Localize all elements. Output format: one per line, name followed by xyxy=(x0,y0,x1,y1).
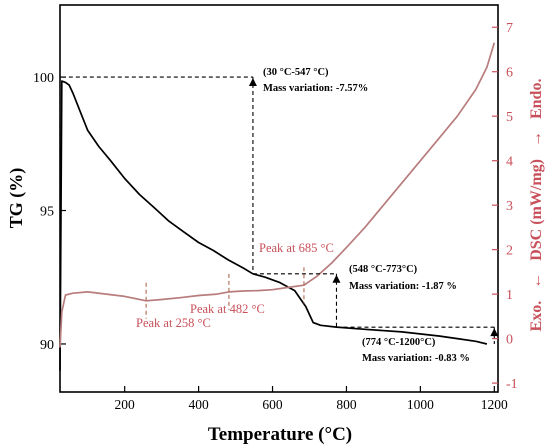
dsc-curve xyxy=(59,42,496,348)
arrow-1 xyxy=(248,78,257,87)
right-axis-endo-label: Endo. xyxy=(528,79,545,119)
x-axis-title: Temperature (°C) xyxy=(208,424,352,445)
right-tick-label--1: -1 xyxy=(506,377,518,392)
annotation-mass-1: Mass variation: -7.57% xyxy=(263,83,368,94)
annotation-range-3: (774 °C-1200°C) xyxy=(362,337,436,348)
right-tick-label-2: 2 xyxy=(506,244,513,259)
x-tick-label-400: 400 xyxy=(188,397,209,412)
peak-label-685: Peak at 685 °C xyxy=(259,241,334,255)
tg-curve xyxy=(59,80,488,371)
right-axis-down-arrow: ← xyxy=(528,273,545,289)
x-tick-label-600: 600 xyxy=(262,397,283,412)
left-tick-label-90: 90 xyxy=(40,338,54,353)
right-tick-label-5: 5 xyxy=(506,110,513,125)
arrow-2 xyxy=(332,274,341,283)
left-tick-label-100: 100 xyxy=(33,71,54,86)
left-tick-label-95: 95 xyxy=(40,205,54,220)
svg-text:Exo. ← DSC (mW/mg): Exo. ← DSC (mW/mg) → Endo. xyxy=(528,79,545,332)
right-tick-label-6: 6 xyxy=(506,66,513,81)
x-tick-label-800: 800 xyxy=(336,397,357,412)
peak-label-482: Peak at 482 °C xyxy=(190,302,265,316)
annotation-mass-3: Mass variation: -0.83 % xyxy=(362,353,470,364)
annotation-range-1: (30 °C-547 °C) xyxy=(263,67,329,78)
right-axis-dsc-label: DSC (mW/mg) xyxy=(528,159,545,261)
right-tick-label-4: 4 xyxy=(506,155,513,170)
annotation-range-2: (548 °C-773°C) xyxy=(349,264,418,275)
right-axis-up-arrow: → xyxy=(528,131,545,147)
right-tick-label-0: 0 xyxy=(506,333,513,348)
arrow-3 xyxy=(490,328,499,337)
peak-label-258: Peak at 258 °C xyxy=(136,316,211,330)
left-axis-title: TG (%) xyxy=(6,168,27,229)
x-tick-label-1000: 1000 xyxy=(407,397,434,412)
right-axis-exo-label: Exo. xyxy=(528,301,545,332)
plot-frame xyxy=(59,4,499,393)
right-tick-label-7: 7 xyxy=(506,21,513,36)
annotation-mass-2: Mass variation: -1.87 % xyxy=(349,281,457,292)
right-axis-title: Exo. ← DSC (mW/mg) → Endo. xyxy=(528,79,545,332)
right-tick-label-1: 1 xyxy=(506,288,513,303)
x-tick-label-200: 200 xyxy=(115,397,136,412)
right-tick-label-3: 3 xyxy=(506,199,513,214)
x-tick-label-1200: 1200 xyxy=(481,397,508,412)
